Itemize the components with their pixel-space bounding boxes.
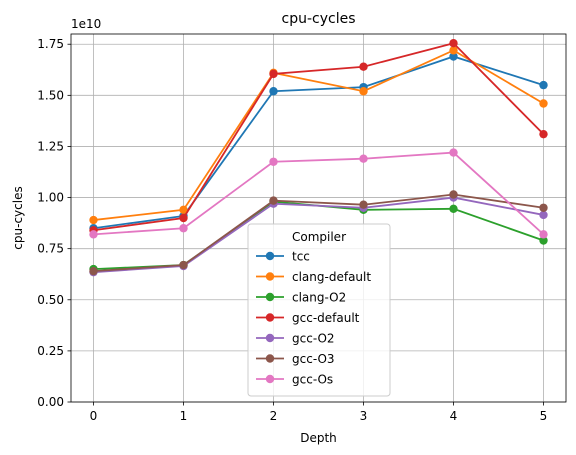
data-point (89, 215, 98, 225)
data-point (449, 190, 458, 199)
data-point (269, 87, 278, 96)
data-point (449, 204, 458, 213)
data-point (359, 154, 368, 163)
data-point (359, 62, 368, 71)
legend-label: tcc (292, 250, 310, 264)
legend-label: clang-O2 (292, 291, 346, 305)
data-point (359, 87, 368, 96)
data-point (539, 230, 548, 239)
series-gcc-Os (89, 148, 548, 239)
y-axis-label: cpu-cycles (11, 186, 25, 249)
legend-marker (265, 313, 275, 322)
legend-marker (265, 251, 275, 261)
series-gcc-O3 (89, 190, 548, 276)
data-point (539, 129, 548, 139)
data-point (539, 99, 548, 108)
legend-marker (265, 333, 275, 343)
y-tick-label: 0.75 (37, 242, 64, 256)
y-tick-label: 1.50 (37, 88, 64, 102)
data-point (179, 205, 188, 215)
plot-frame (70, 33, 567, 403)
series-line (93, 42, 545, 232)
legend-item: gcc-default (256, 311, 360, 325)
legend-item: gcc-O3 (256, 352, 335, 366)
legend-box (247, 223, 391, 397)
legend-item: gcc-O2 (256, 332, 335, 346)
data-point (539, 80, 548, 90)
data-point (179, 213, 188, 223)
x-tick-label: 0 (90, 409, 98, 423)
series-line (93, 193, 544, 273)
x-tick-label: 1 (180, 409, 188, 423)
legend-item: clang-default (256, 270, 371, 284)
chart-title: cpu-cycles (282, 11, 356, 27)
x-axis-label: Depth (300, 431, 337, 445)
series-layer (89, 39, 548, 277)
x-axis: 0 1 2 3 4 5 (90, 402, 548, 423)
x-tick-label: 5 (540, 409, 548, 423)
legend-item: clang-O2 (256, 291, 346, 305)
y-tick-label: 1.00 (37, 191, 64, 205)
data-point (449, 148, 458, 157)
series-line (93, 196, 544, 274)
data-point (269, 69, 278, 79)
y-tick-label: 0.00 (37, 395, 64, 409)
legend-label: gcc-Os (292, 373, 333, 387)
series-gcc-default (89, 39, 548, 235)
data-point (449, 39, 458, 48)
series-line (93, 55, 544, 230)
data-point (269, 196, 278, 205)
data-point (89, 266, 98, 276)
data-point (449, 46, 458, 55)
legend-item: tcc (256, 250, 310, 264)
legend-label: gcc-default (292, 311, 360, 325)
data-point (89, 230, 98, 239)
y-tick-label: 1.75 (37, 37, 64, 51)
y-tick-label: 0.50 (37, 293, 64, 307)
data-point (449, 52, 458, 61)
y-axis: 0.00 0.25 0.50 0.75 1.00 1.25 1.50 1.75 (37, 37, 71, 409)
y-offset-label: 1e10 (71, 17, 101, 31)
legend-label: gcc-O2 (292, 332, 335, 346)
legend-marker (265, 374, 275, 384)
data-point (179, 224, 188, 233)
x-tick-label: 4 (450, 409, 458, 423)
legend: Compiler tcc clang-default clang-O2 gcc-defa… (247, 223, 391, 397)
data-point (359, 200, 368, 209)
y-tick-label: 1.25 (37, 139, 64, 153)
series-line (93, 151, 545, 236)
x-tick-label: 3 (360, 409, 368, 423)
x-tick-label: 2 (270, 409, 278, 423)
legend-title: Compiler (292, 230, 346, 244)
legend-marker (265, 272, 275, 281)
data-point (179, 260, 188, 270)
legend-label: gcc-O3 (292, 352, 335, 366)
data-point (269, 157, 278, 166)
legend-item: gcc-Os (256, 373, 333, 387)
data-point (539, 210, 548, 220)
y-tick-label: 0.25 (37, 344, 64, 358)
legend-marker (265, 292, 275, 302)
legend-label: clang-default (292, 270, 371, 284)
data-point (539, 236, 548, 245)
data-point (539, 203, 548, 212)
legend-marker (265, 354, 275, 363)
